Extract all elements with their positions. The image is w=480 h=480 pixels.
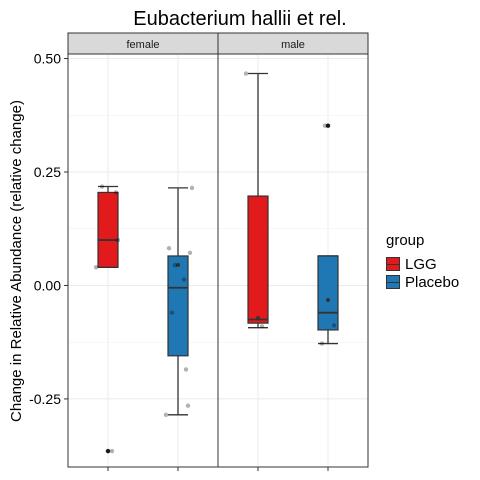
y-tick-label: 0.00 — [34, 277, 61, 293]
facet-label-female: female — [126, 39, 159, 51]
y-tick-label: 0.50 — [34, 51, 61, 67]
data-point-female-placebo — [186, 404, 190, 408]
data-point-female-placebo — [167, 246, 171, 250]
outlier-point-female-lgg — [106, 449, 110, 453]
data-point-male-placebo — [332, 323, 336, 327]
legend-label-placebo: Placebo — [405, 274, 459, 291]
mean-marker-male-lgg — [256, 316, 260, 320]
legend-key-placebo — [386, 275, 400, 289]
data-point-female-placebo — [170, 310, 174, 314]
data-point-female-lgg — [110, 449, 114, 453]
data-point-female-lgg — [94, 265, 98, 269]
panel-background-female — [68, 54, 218, 467]
facet-label-male: male — [281, 39, 305, 51]
box-male-placebo — [318, 256, 338, 330]
data-point-female-lgg — [114, 190, 118, 194]
data-point-female-placebo — [190, 186, 194, 190]
data-point-female-placebo — [184, 367, 188, 371]
data-point-male-lgg — [244, 71, 248, 75]
data-point-female-placebo — [182, 277, 186, 281]
legend-item-lgg: LGG — [386, 255, 459, 273]
data-point-female-placebo — [173, 263, 177, 267]
data-point-female-lgg — [116, 238, 120, 242]
y-axis-label: Change in Relative Abundance (relative c… — [8, 100, 25, 422]
box-female-lgg — [98, 192, 118, 267]
box-male-lgg — [248, 196, 268, 323]
legend-item-placebo: Placebo — [386, 273, 459, 291]
y-tick-label: -0.25 — [29, 391, 61, 407]
legend-label-lgg: LGG — [405, 256, 437, 273]
mean-marker-male-placebo — [326, 298, 330, 302]
legend: group LGG Placebo — [386, 232, 459, 291]
panel-background-male — [218, 54, 368, 467]
data-point-male-placebo — [320, 341, 324, 345]
data-point-male-placebo — [323, 124, 327, 128]
data-point-male-lgg — [260, 324, 264, 328]
data-point-female-placebo — [164, 413, 168, 417]
chart-title: Eubacterium hallii et rel. — [133, 8, 346, 30]
data-point-female-lgg — [100, 184, 104, 188]
legend-key-lgg — [386, 257, 400, 271]
y-tick-label: 0.25 — [34, 164, 61, 180]
box-female-placebo — [168, 256, 188, 356]
data-point-female-placebo — [188, 251, 192, 255]
legend-title: group — [386, 232, 459, 249]
